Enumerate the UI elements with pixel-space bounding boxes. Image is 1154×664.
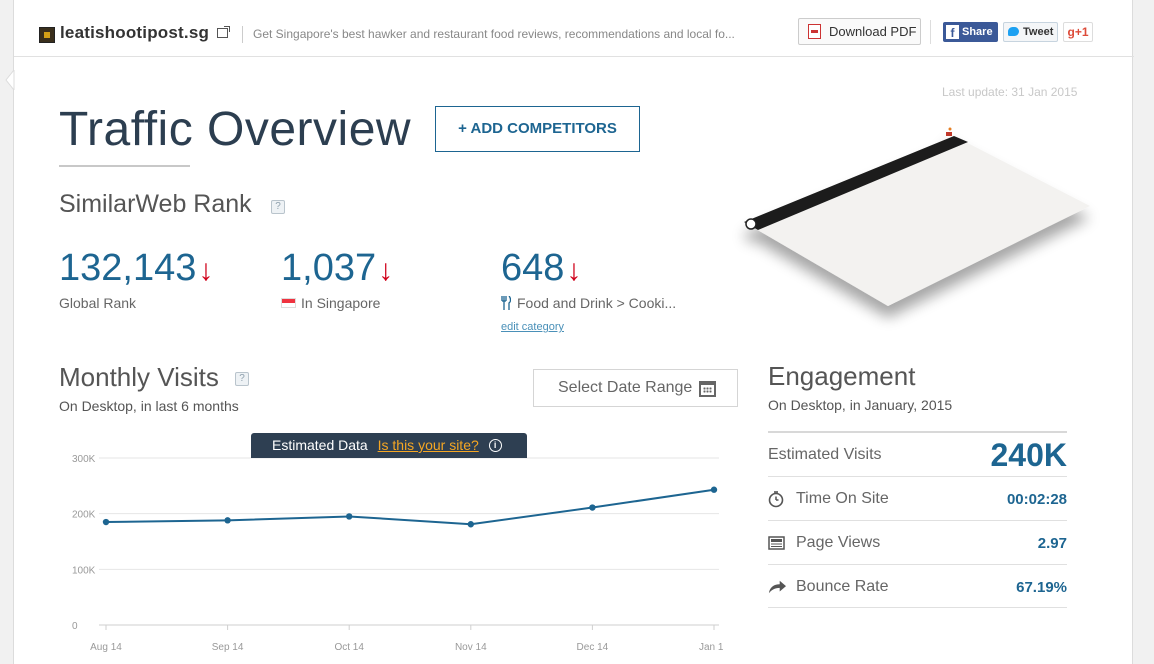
bounce-rate-label: Bounce Rate (796, 578, 889, 595)
fork-knife-icon (501, 296, 511, 311)
country-name: In Singapore (301, 295, 381, 311)
pdf-icon (808, 24, 821, 39)
clock-icon (768, 491, 784, 508)
engagement-row-bounce-rate: Bounce Rate 67.19% (768, 564, 1067, 608)
country-rank-value: 1,037 (281, 247, 377, 289)
download-pdf-label: Download PDF (829, 24, 917, 39)
page-views-label: Page Views (796, 534, 881, 551)
engagement-row-page-views: Page Views 2.97 (768, 520, 1067, 564)
country-rank: 1,037↓ In Singapore (281, 247, 394, 311)
engagement-row-estimated-visits: Estimated Visits 240K (768, 431, 1067, 476)
share-divider (930, 20, 931, 44)
data-point (224, 517, 231, 524)
last-update: Last update: 31 Jan 2015 (942, 85, 1078, 99)
estimated-visits-value: 240K (990, 437, 1068, 473)
x-tick-label: Jan 15 (699, 642, 724, 653)
site-header: leatishootipost.sg Get Singapore's best … (14, 8, 1134, 57)
monthly-visits-heading: Monthly Visits (59, 362, 219, 392)
y-tick-label: 0 (72, 621, 78, 632)
website-preview-thumbnail[interactable] (714, 120, 1114, 340)
country-rank-label[interactable]: In Singapore (281, 295, 380, 311)
monthly-visits-help-icon[interactable]: ? (235, 372, 249, 386)
external-link-icon[interactable] (217, 26, 230, 38)
monthly-visits-chart: 0 100K 200K 300K Aug 14 Sep 14 Oct 14 Nov 14 Dec… (72, 454, 724, 653)
global-rank: 132,143↓ Global Rank (59, 247, 214, 311)
google-plus-button[interactable]: g+1 (1063, 22, 1093, 42)
title-underline (59, 165, 190, 167)
report-panel: leatishootipost.sg Get Singapore's best … (13, 0, 1134, 664)
select-date-range-button[interactable]: Select Date Range (533, 369, 738, 407)
global-rank-label: Global Rank (59, 295, 137, 311)
rank-down-arrow-icon: ↓ (566, 254, 582, 287)
site-description: Get Singapore's best hawker and restaura… (253, 27, 735, 41)
category-rank: 648↓ Food and Drink > Cooki... edit cate… (501, 247, 676, 333)
x-tick-label: Dec 14 (577, 642, 609, 653)
panel-notch (5, 70, 15, 90)
rank-down-arrow-icon: ↓ (378, 254, 394, 287)
x-tick-label: Nov 14 (455, 642, 487, 653)
estimated-visits-label: Estimated Visits (768, 446, 882, 463)
tweet-button[interactable]: Tweet (1003, 22, 1058, 42)
calendar-icon (699, 381, 716, 397)
similarweb-rank-heading: SimilarWeb Rank (59, 190, 252, 218)
bounce-arrow-icon (768, 580, 786, 594)
engagement-table: Estimated Visits 240K Time On Site 00:02… (768, 431, 1067, 608)
engagement-row-time-on-site: Time On Site 00:02:28 (768, 476, 1067, 520)
data-point (346, 513, 353, 520)
site-name[interactable]: leatishootipost.sg (60, 23, 210, 42)
engagement-subtitle: On Desktop, in January, 2015 (768, 397, 953, 413)
x-tick-label: Aug 14 (90, 642, 122, 653)
estimated-data-badge: Estimated Data Is this your site? i (251, 433, 527, 458)
data-point (102, 518, 110, 526)
rank-down-arrow-icon: ↓ (198, 254, 214, 287)
estimated-data-label: Estimated Data (272, 437, 368, 453)
download-pdf-button[interactable]: Download PDF (798, 18, 921, 45)
y-tick-label: 200K (72, 510, 96, 521)
y-tick-label: 100K (72, 565, 96, 576)
add-competitors-button[interactable]: + ADD COMPETITORS (435, 106, 640, 152)
series-line (105, 488, 715, 526)
engagement-heading: Engagement (768, 361, 916, 391)
share-label: Share (962, 26, 993, 38)
time-on-site-label: Time On Site (796, 490, 889, 507)
data-point (589, 504, 596, 511)
pages-icon (768, 536, 785, 550)
tweet-label: Tweet (1023, 26, 1054, 38)
info-icon[interactable]: i (488, 438, 502, 452)
twitter-bird-icon (1008, 27, 1019, 36)
data-point (710, 486, 718, 493)
monthly-visits-subtitle: On Desktop, in last 6 months (59, 398, 239, 414)
is-this-your-site-link[interactable]: Is this your site? (377, 437, 479, 453)
x-tick-label: Oct 14 (334, 642, 364, 653)
edit-category-link[interactable]: edit category (501, 321, 564, 333)
global-rank-value: 132,143 (59, 247, 197, 289)
x-tick-label: Sep 14 (212, 642, 244, 653)
category-rank-value: 648 (501, 247, 565, 289)
page-views-value: 2.97 (1037, 535, 1067, 552)
site-favicon-icon (39, 27, 55, 43)
date-range-label: Select Date Range (558, 379, 693, 396)
category-name: Food and Drink > Cooki... (517, 295, 677, 311)
bounce-rate-value: 67.19% (1016, 579, 1067, 596)
singapore-flag-icon (281, 298, 296, 309)
time-on-site-value: 00:02:28 (1006, 491, 1067, 508)
facebook-share-button[interactable]: f Share (943, 22, 998, 42)
y-tick-label: 300K (72, 454, 96, 465)
page-title: Traffic Overview (59, 103, 412, 156)
data-point (467, 521, 474, 528)
facebook-icon: f (946, 25, 959, 40)
category-rank-label[interactable]: Food and Drink > Cooki... (501, 295, 676, 311)
header-divider (242, 26, 243, 43)
rank-help-icon[interactable]: ? (271, 200, 285, 214)
